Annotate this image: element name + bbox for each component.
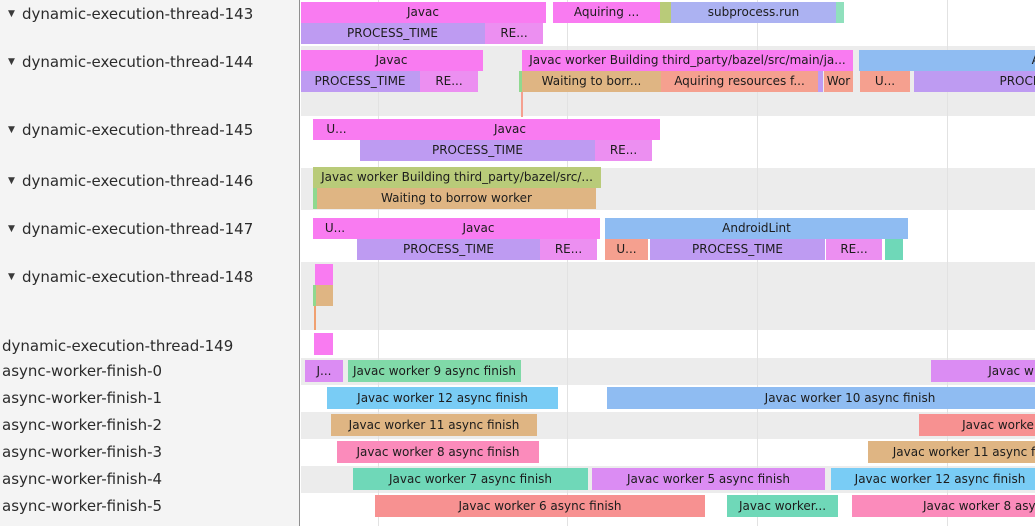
trace-event-bar[interactable]: subprocess.run <box>671 2 836 23</box>
track-band-background <box>301 330 1035 358</box>
sidebar-item-async-worker-finish-1[interactable]: async-worker-finish-1 <box>0 388 162 408</box>
trace-event-sliver[interactable] <box>519 71 522 92</box>
trace-event-bar[interactable]: Javac worker 11 async finish <box>331 414 537 436</box>
collapse-arrow-icon[interactable]: ▼ <box>8 9 15 19</box>
trace-event-bar[interactable]: Javac worker 12 async finish <box>831 468 1035 490</box>
trace-event-bar[interactable]: RE... <box>485 23 543 44</box>
trace-event-bar[interactable]: U... <box>313 218 357 239</box>
trace-event-bar[interactable]: Javac <box>301 50 483 71</box>
timeline-canvas[interactable]: Javac Aquiring ... subprocess.run PROCESS_T… <box>301 0 1035 526</box>
trace-event-bar[interactable]: Javac <box>360 119 660 140</box>
trace-event-bar[interactable]: Javac <box>301 2 546 23</box>
track-label: dynamic-execution-thread-144 <box>22 53 254 71</box>
trace-event-sliver[interactable] <box>660 2 671 23</box>
time-gridline <box>378 0 379 526</box>
trace-event-bar[interactable]: PROCESS_TIME <box>301 71 420 92</box>
trace-event-bar[interactable]: AndroidLint <box>605 218 908 239</box>
sidebar-item-dynamic-execution-thread-146[interactable]: ▼ dynamic-execution-thread-146 <box>0 171 253 191</box>
trace-event-bar[interactable]: Aquiring resources f... <box>661 71 818 92</box>
trace-event-bar[interactable]: AndroidLint <box>859 50 1035 71</box>
trace-event-bar[interactable]: J... <box>305 360 343 382</box>
trace-event-sliver[interactable] <box>315 264 333 285</box>
trace-event-bar[interactable]: PROCESS_TIME <box>360 140 595 161</box>
track-label: async-worker-finish-0 <box>2 362 163 380</box>
collapse-arrow-icon[interactable]: ▼ <box>8 272 15 282</box>
trace-event-sliver[interactable] <box>313 285 316 306</box>
trace-event-sliver[interactable] <box>314 333 333 355</box>
trace-event-bar[interactable]: Javac worker... <box>727 495 838 517</box>
track-label: async-worker-finish-4 <box>2 470 163 488</box>
trace-event-bar[interactable]: PROCESS_TIME <box>357 239 540 260</box>
trace-event-bar[interactable]: Javac worker Building third_party/bazel/… <box>522 50 853 71</box>
trace-event-bar[interactable]: Javac worker 11 async f <box>868 441 1035 463</box>
collapse-arrow-icon[interactable]: ▼ <box>8 176 15 186</box>
sidebar-item-dynamic-execution-thread-148[interactable]: ▼ dynamic-execution-thread-148 <box>0 267 253 287</box>
trace-event-sliver[interactable] <box>885 239 903 260</box>
trace-event-bar[interactable]: Waiting to borr... <box>522 71 661 92</box>
trace-event-bar[interactable]: Javac worker 6 async finish <box>375 495 705 517</box>
trace-event-bar[interactable]: U... <box>860 71 910 92</box>
trace-event-bar[interactable]: RE... <box>540 239 597 260</box>
collapse-arrow-icon[interactable]: ▼ <box>8 125 15 135</box>
trace-event-bar[interactable]: Javac w <box>931 360 1035 382</box>
trace-event-sliver[interactable] <box>316 285 333 306</box>
trace-event-thin-bar[interactable] <box>521 92 523 117</box>
track-label: async-worker-finish-2 <box>2 416 163 434</box>
track-label: async-worker-finish-1 <box>2 389 163 407</box>
trace-event-bar[interactable]: Wor <box>824 71 853 92</box>
sidebar-item-dynamic-execution-thread-143[interactable]: ▼ dynamic-execution-thread-143 <box>0 4 253 24</box>
trace-event-bar[interactable]: Javac worker 5 async finish <box>592 468 825 490</box>
trace-event-bar[interactable]: Javac worker 9 async finish <box>348 360 521 382</box>
track-label: async-worker-finish-3 <box>2 443 163 461</box>
track-label: async-worker-finish-5 <box>2 497 163 515</box>
collapse-arrow-icon[interactable]: ▼ <box>8 224 15 234</box>
sidebar-item-async-worker-finish-4[interactable]: async-worker-finish-4 <box>0 469 162 489</box>
trace-event-bar[interactable]: Javac worke <box>919 414 1035 436</box>
trace-event-thin-bar[interactable] <box>314 306 316 330</box>
sidebar-item-async-worker-finish-2[interactable]: async-worker-finish-2 <box>0 415 162 435</box>
sidebar-item-async-worker-finish-0[interactable]: async-worker-finish-0 <box>0 361 162 381</box>
time-gridline <box>567 0 568 526</box>
trace-event-sliver[interactable] <box>818 71 823 92</box>
sidebar-item-async-worker-finish-5[interactable]: async-worker-finish-5 <box>0 496 162 516</box>
sidebar-item-dynamic-execution-thread-149[interactable]: dynamic-execution-thread-149 <box>0 336 233 356</box>
trace-event-bar[interactable]: PROCESS_TIME <box>301 23 485 44</box>
sidebar-item-async-worker-finish-3[interactable]: async-worker-finish-3 <box>0 442 162 462</box>
trace-event-bar[interactable]: RE... <box>826 239 882 260</box>
trace-event-bar[interactable]: Javac worker 10 async finish <box>607 387 1035 409</box>
track-label: dynamic-execution-thread-145 <box>22 121 254 139</box>
sidebar-item-dynamic-execution-thread-147[interactable]: ▼ dynamic-execution-thread-147 <box>0 219 253 239</box>
time-gridline <box>757 0 758 526</box>
track-label: dynamic-execution-thread-149 <box>2 337 234 355</box>
track-label: dynamic-execution-thread-147 <box>22 220 254 238</box>
trace-event-bar[interactable]: Javac <box>357 218 600 239</box>
collapse-arrow-icon[interactable]: ▼ <box>8 57 15 67</box>
trace-event-bar[interactable]: U... <box>313 119 360 140</box>
trace-event-sliver[interactable] <box>836 2 844 23</box>
track-label: dynamic-execution-thread-143 <box>22 5 254 23</box>
time-gridline <box>947 0 948 526</box>
trace-event-bar[interactable]: RE... <box>420 71 478 92</box>
trace-event-bar[interactable]: Aquiring ... <box>553 2 660 23</box>
trace-event-bar[interactable]: U... <box>605 239 648 260</box>
trace-event-bar[interactable]: Waiting to borrow worker <box>317 188 596 209</box>
trace-event-bar[interactable]: Javac worker 12 async finish <box>327 387 558 409</box>
trace-event-bar[interactable]: Javac worker Building third_party/bazel/… <box>313 167 601 188</box>
trace-event-sliver[interactable] <box>313 188 317 209</box>
sidebar-item-dynamic-execution-thread-145[interactable]: ▼ dynamic-execution-thread-145 <box>0 120 253 140</box>
track-label: dynamic-execution-thread-148 <box>22 268 254 286</box>
trace-event-bar[interactable]: PROCESS_TIME <box>914 71 1035 92</box>
track-label: dynamic-execution-thread-146 <box>22 172 254 190</box>
sidebar-item-dynamic-execution-thread-144[interactable]: ▼ dynamic-execution-thread-144 <box>0 52 253 72</box>
track-band-background <box>301 262 1035 330</box>
track-name-sidebar: ▼ dynamic-execution-thread-143 ▼ dynamic-ex… <box>0 0 300 526</box>
trace-event-bar[interactable]: Javac worker 8 async finish <box>337 441 539 463</box>
trace-event-bar[interactable]: Javac worker 7 async finish <box>353 468 588 490</box>
trace-event-bar[interactable]: PROCESS_TIME <box>650 239 825 260</box>
trace-event-bar[interactable]: RE... <box>595 140 652 161</box>
trace-event-bar[interactable]: Javac worker 8 async finish <box>852 495 1035 517</box>
